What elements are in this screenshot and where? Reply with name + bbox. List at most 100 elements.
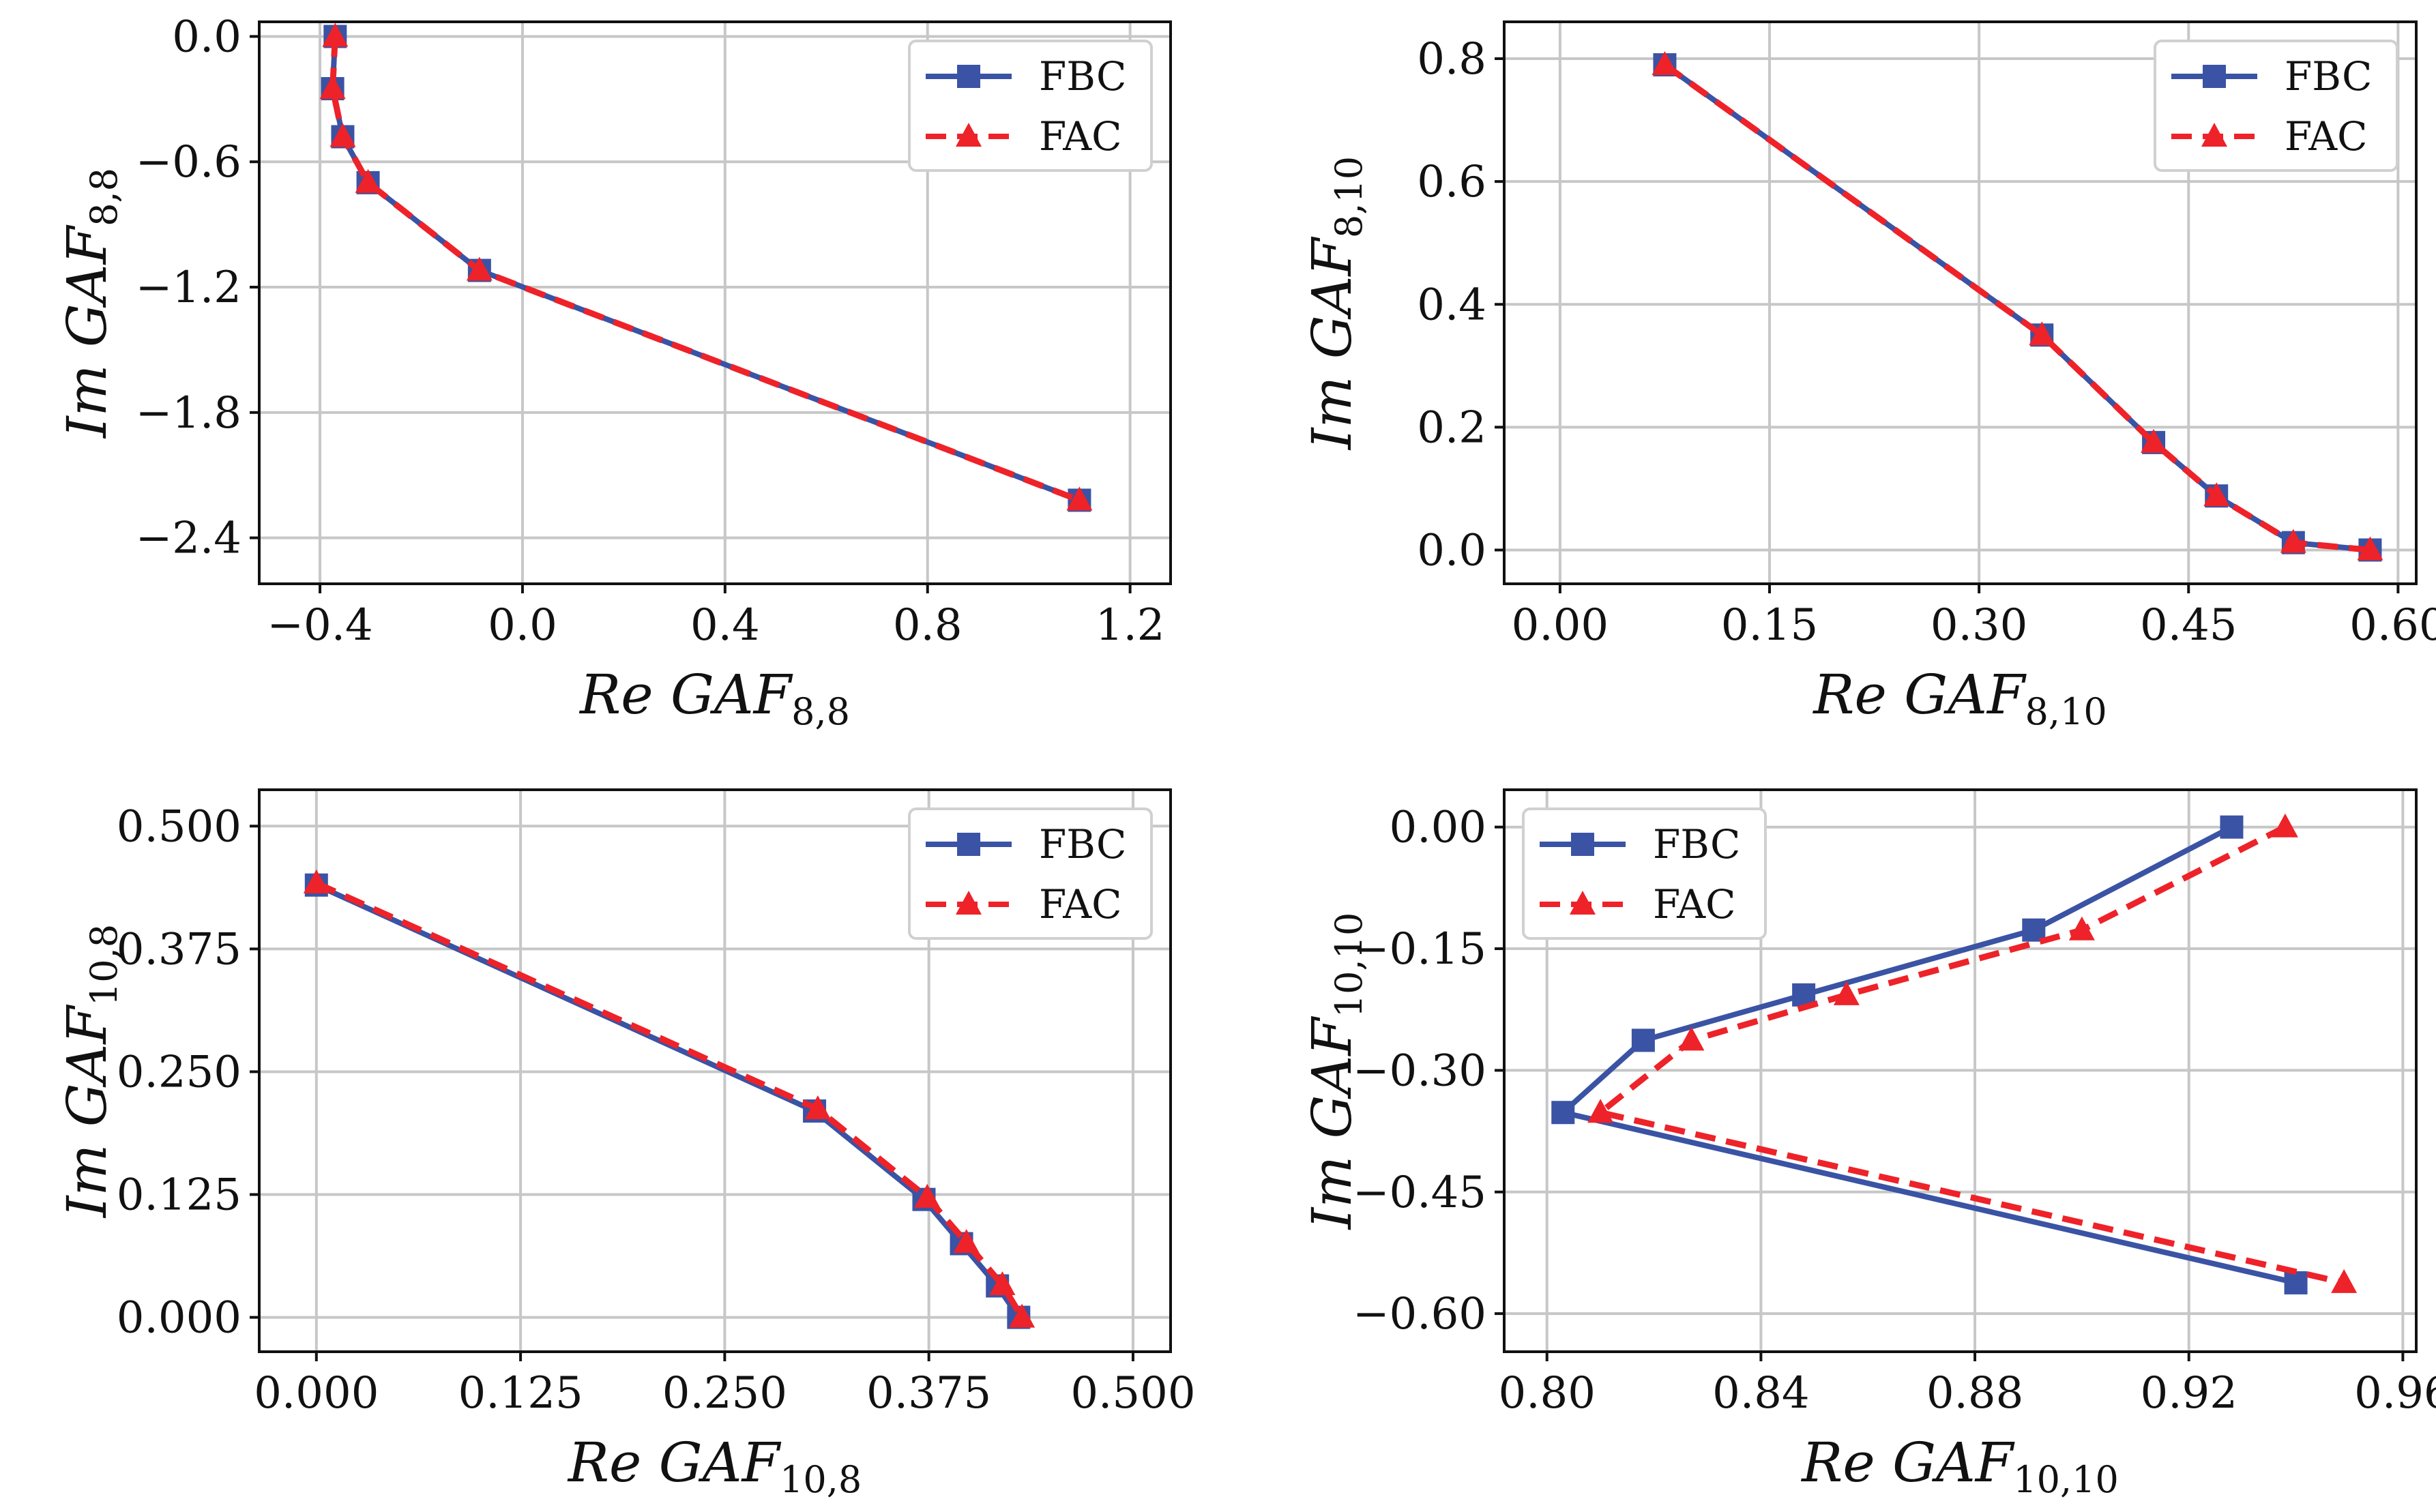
data-point-fbc [2022,918,2046,942]
legend-marker [956,123,982,147]
data-point-fbc [2220,815,2244,839]
x-tick-label: 0.000 [254,1368,379,1419]
y-tick-label: 0.250 [117,1047,241,1097]
data-point-fbc [1551,1101,1575,1125]
x-axis-label: Re GAF10,10 [1800,1431,2119,1501]
y-tick-label: −1.2 [136,263,241,313]
y-tick-label: 0.4 [1417,280,1486,330]
y-tick-label: −0.60 [1353,1289,1486,1339]
data-point-fac [1066,486,1093,511]
legend: FBC FAC [908,807,1153,940]
y-tick-label: 0.2 [1417,402,1486,453]
chart-panel-1: −0.4 0.0 0.4 0.8 1.2 0.0 −0.6 −1.2 −1.8 −2.4 Re GA… [55,12,1172,733]
data-point-fac [2068,916,2095,940]
y-axis-label: Im GAF10,8 [55,924,126,1219]
y-tick-label: −0.30 [1353,1046,1486,1096]
y-tick-label: 0.375 [117,924,241,975]
y-tick-label: 0.500 [117,801,241,852]
legend-marker [957,833,980,856]
data-point-fac [1009,1303,1036,1328]
plot-frame [1503,20,2418,585]
x-tick-label: 1.2 [1096,600,1165,651]
data-point-fac [2331,1269,2358,1293]
x-tick-label: 0.45 [2140,600,2237,651]
data-point-fac [322,23,349,47]
series-line-fac [314,880,1025,1319]
series-line-fac [1662,62,2371,553]
data-point-fbc [1631,1028,1655,1052]
data-point-fac [953,1229,980,1254]
plot-frame [1503,788,2418,1353]
legend-label-fbc: FBC [1653,821,1740,868]
x-tick-label: 0.96 [2354,1368,2436,1419]
data-point-fac [914,1183,941,1208]
data-point-fac [804,1095,831,1120]
y-tick-label: −0.6 [136,137,241,188]
x-tick-label: 0.30 [1931,600,2028,651]
x-tick-label: 0.80 [1498,1368,1596,1419]
legend-label-fac: FAC [2285,113,2367,160]
chart-panel-3: 0.000 0.125 0.250 0.375 0.500 0.000 0.125 0.250… [55,788,1196,1501]
y-tick-label: 0.6 [1417,157,1486,207]
y-axis-label: Im GAF8,10 [1300,156,1370,451]
x-axis-label: Re GAF8,8 [578,663,850,733]
data-point-fac [355,168,381,193]
series-line-fbc [1560,825,2297,1286]
legend: FBC FAC [1522,807,1767,940]
legend-marker [2201,123,2227,147]
data-point-fac [466,256,493,281]
legend-marker [1570,891,1596,915]
data-point-fac [303,869,329,893]
data-point-fac [1587,1099,1614,1123]
y-tick-label: 0.000 [117,1293,241,1344]
y-tick-label: −0.15 [1353,924,1486,975]
y-tick-label: 0.8 [1417,34,1486,85]
data-point-fac [2141,428,2167,453]
data-point-fac [1652,51,1678,76]
x-tick-label: 0.250 [662,1368,787,1419]
data-point-fac [1678,1026,1705,1051]
data-point-fac [329,123,356,147]
legend: FBC FAC [2154,40,2398,172]
y-axis-label: Im GAF10,10 [1300,913,1370,1231]
y-tick-label: 0.00 [1390,803,1487,853]
data-point-fac [1833,981,1860,1005]
data-point-fac [2029,321,2055,346]
chart-panel-4: 0.80 0.84 0.88 0.92 0.96 0.00 −0.15 −0.30 −0.45 −… [1300,788,2436,1501]
y-axis-label: Im GAF8,8 [55,168,126,439]
x-axis-label: Re GAF10,8 [567,1431,862,1501]
data-point-fac [2203,482,2230,507]
y-tick-label: 0.0 [172,12,241,62]
y-tick-label: 0.0 [1417,525,1486,576]
data-point-fbc [2284,1271,2308,1294]
x-tick-label: 0.125 [458,1368,583,1419]
y-tick-label: −0.45 [1353,1168,1486,1218]
x-tick-label: 0.84 [1712,1368,1810,1419]
legend-label-fac: FAC [1039,113,1121,160]
y-tick-label: −1.8 [136,388,241,439]
data-point-fac [2272,813,2298,837]
data-point-fac [2357,536,2383,561]
x-tick-label: 0.4 [690,600,760,651]
data-point-fac [989,1271,1016,1296]
x-tick-label: 0.92 [2140,1368,2237,1419]
x-tick-label: 0.00 [1512,600,1609,651]
legend-marker [1571,833,1594,856]
x-tick-label: −0.4 [267,600,372,651]
data-point-fac [319,75,346,100]
legend-label-fac: FAC [1653,881,1735,928]
legend-marker [956,891,982,915]
legend-marker [957,65,980,88]
legend-label-fac: FAC [1039,881,1121,928]
plot-frame [258,20,1172,585]
legend: FBC FAC [908,40,1153,172]
x-axis-label: Re GAF8,10 [1812,663,2107,733]
x-tick-label: 0.0 [488,600,557,651]
x-tick-label: 0.8 [893,600,963,651]
data-point-fac [2280,529,2306,553]
y-tick-label: 0.125 [117,1170,241,1221]
legend-label-fbc: FBC [1039,53,1126,100]
x-tick-label: 0.15 [1721,600,1819,651]
series-line-fac [1597,824,2345,1286]
